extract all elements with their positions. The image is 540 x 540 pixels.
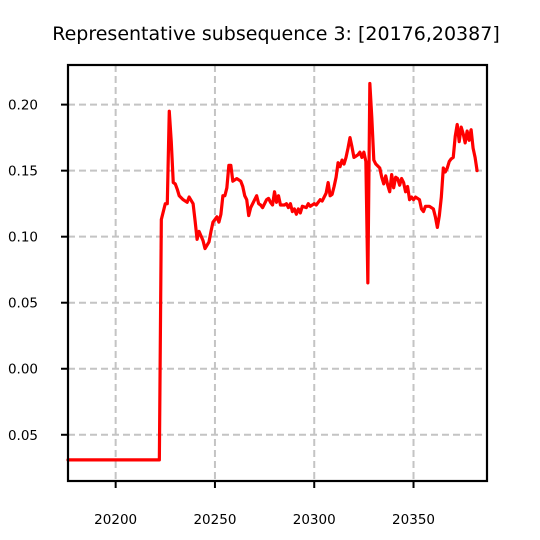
- series-line: [66, 81, 479, 462]
- y-tick-label: 0.15: [8, 164, 38, 180]
- x-axis-ticks: 20200 20250 20300 20350: [94, 481, 435, 528]
- x-tick-label: 20300: [293, 512, 336, 528]
- grid-lines: [68, 65, 487, 481]
- y-axis-ticks: 0.20 0.15 0.10 0.05 0.00 0.05: [8, 98, 68, 444]
- x-tick-label: 20200: [94, 512, 137, 528]
- series-layer: [66, 81, 479, 462]
- y-tick-label: 0.05: [8, 428, 38, 444]
- chart-title: Representative subsequence 3: [20176,203…: [52, 23, 499, 45]
- plot-area-frame: [66, 63, 489, 483]
- y-tick-label: 0.10: [8, 230, 38, 246]
- y-tick-label: 0.00: [8, 362, 38, 378]
- y-tick-label: 0.05: [8, 296, 38, 312]
- y-tick-label: 0.20: [8, 98, 38, 114]
- x-tick-label: 20250: [193, 512, 236, 528]
- x-tick-label: 20350: [392, 512, 435, 528]
